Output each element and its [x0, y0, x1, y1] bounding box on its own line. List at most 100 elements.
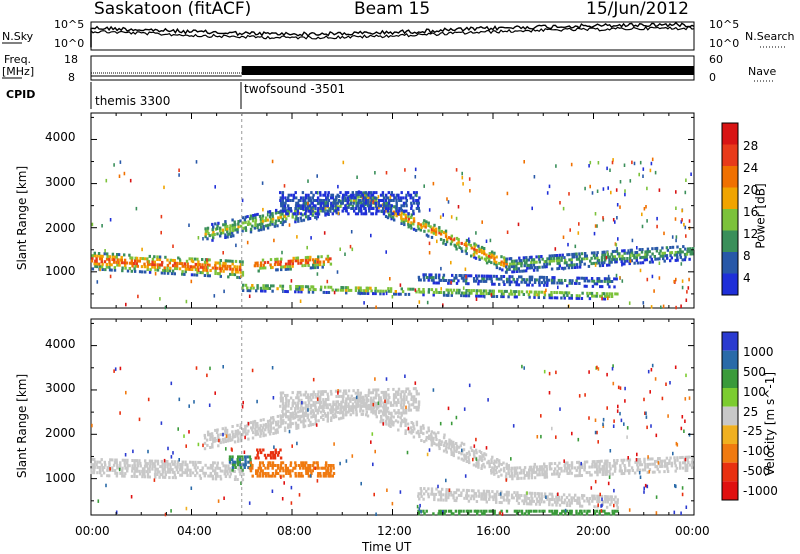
data-cell: [543, 281, 547, 285]
data-cell: [584, 393, 586, 397]
data-cell: [290, 407, 293, 411]
data-cell: [608, 258, 611, 262]
data-cell: [568, 512, 572, 516]
data-cell: [543, 470, 547, 474]
data-cell: [613, 488, 615, 493]
data-cell: [446, 197, 448, 201]
data-cell: [586, 291, 589, 295]
data-cell: [592, 254, 596, 257]
data-cell: [161, 462, 164, 466]
data-cell: [386, 488, 388, 492]
data-cell: [462, 458, 465, 462]
data-cell: [576, 460, 579, 464]
data-cell: [312, 288, 315, 291]
data-cell: [271, 217, 275, 221]
data-cell: [322, 406, 325, 410]
data-cell: [256, 469, 260, 473]
data-cell: [560, 469, 563, 473]
data-cell: [557, 267, 561, 270]
data-cell: [303, 424, 307, 428]
data-cell: [578, 468, 582, 472]
data-cell: [653, 255, 656, 258]
data-cell: [282, 412, 285, 416]
data-cell: [643, 486, 645, 491]
data-cell: [536, 266, 539, 269]
data-cell: [581, 496, 584, 500]
data-cell: [550, 467, 553, 471]
data-cell: [563, 296, 566, 300]
data-cell: [570, 471, 573, 475]
data-cell: [475, 509, 478, 513]
data-cell: [261, 289, 264, 293]
data-cell: [123, 261, 126, 265]
data-cell: [233, 440, 237, 444]
data-cell: [294, 461, 297, 465]
data-cell: [334, 288, 338, 292]
data-cell: [367, 388, 371, 392]
data-cell: [484, 495, 488, 499]
data-cell: [560, 278, 563, 282]
data-cell: [585, 496, 589, 500]
data-cell: [392, 387, 395, 391]
data-cell: [392, 398, 396, 402]
data-cell: [252, 420, 255, 424]
data-cell: [437, 484, 439, 489]
data-cell: [294, 464, 297, 467]
data-cell: [535, 497, 539, 501]
data-cell: [224, 475, 228, 478]
data-cell: [285, 469, 288, 473]
data-cell: [606, 255, 609, 259]
data-cell: [227, 436, 230, 440]
data-cell: [279, 448, 282, 452]
nave-tick-low: 0: [709, 71, 716, 84]
data-cell: [439, 291, 443, 294]
data-cell: [630, 466, 634, 470]
data-cell: [213, 233, 216, 236]
data-cell: [151, 257, 155, 261]
data-cell: [297, 259, 300, 263]
data-cell: [491, 282, 494, 286]
data-cell: [472, 463, 476, 467]
data-cell: [224, 259, 228, 263]
data-cell: [327, 411, 330, 415]
data-cell: [680, 304, 682, 308]
data-cell: [284, 219, 287, 223]
data-cell: [545, 495, 547, 499]
data-cell: [277, 211, 280, 214]
data-cell: [356, 397, 360, 400]
data-cell: [483, 247, 486, 250]
data-cell: [109, 467, 111, 471]
data-cell: [437, 512, 440, 516]
data-cell: [218, 264, 222, 268]
data-cell: [507, 493, 510, 497]
data-cell: [299, 285, 302, 289]
data-cell: [174, 476, 177, 480]
data-cell: [329, 464, 333, 467]
data-cell: [620, 472, 623, 476]
data-cell: [275, 268, 278, 272]
data-cell: [668, 459, 671, 463]
data-cell: [603, 497, 607, 501]
data-cell: [482, 462, 485, 466]
data-cell: [292, 399, 295, 403]
data-cell: [532, 258, 536, 262]
data-cell: [543, 500, 546, 504]
data-cell: [588, 297, 592, 301]
data-cell: [319, 193, 322, 197]
power-cb-tick-8: 8: [743, 249, 751, 263]
data-cell: [317, 408, 320, 412]
data-cell: [129, 178, 132, 183]
velocity-colorbar-segment: [722, 388, 738, 407]
data-cell: [336, 288, 340, 292]
data-cell: [269, 220, 272, 224]
data-cell: [231, 270, 234, 274]
data-cell: [621, 263, 623, 267]
data-cell: [405, 405, 407, 410]
data-cell: [536, 473, 539, 477]
data-cell: [331, 193, 335, 197]
data-cell: [447, 200, 450, 204]
data-cell: [287, 409, 290, 413]
data-cell: [244, 215, 247, 219]
data-cell: [407, 217, 411, 221]
data-cell: [496, 490, 499, 494]
